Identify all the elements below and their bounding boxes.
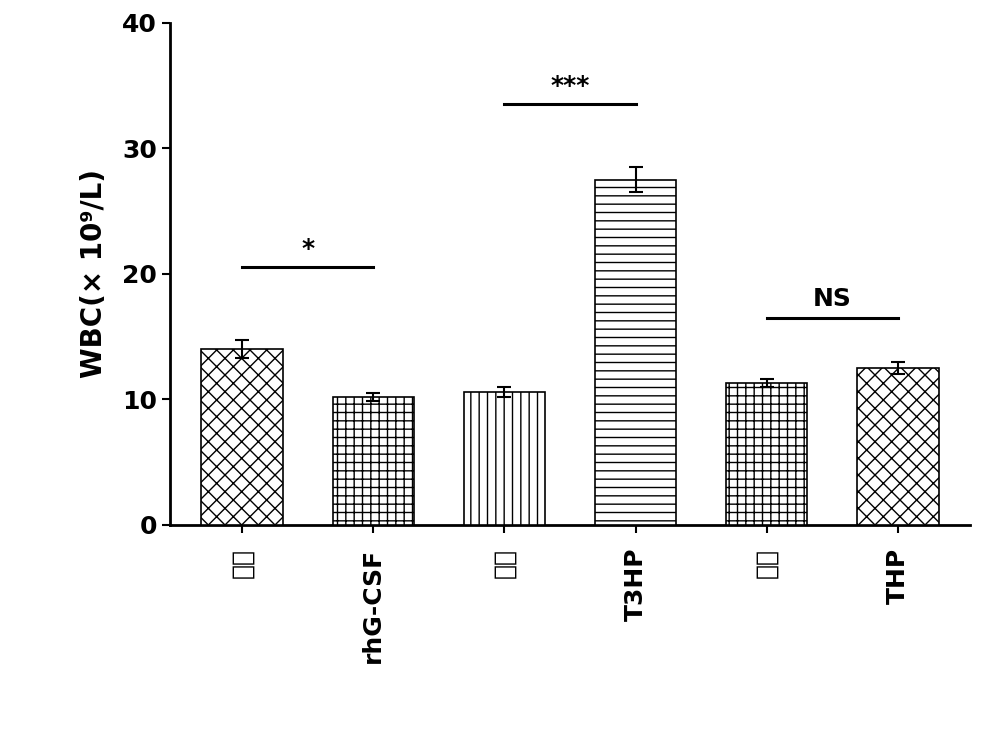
Text: ***: ***	[550, 74, 590, 98]
Text: *: *	[301, 237, 314, 261]
Bar	[857, 368, 939, 525]
Bar	[333, 397, 414, 525]
Text: NS: NS	[813, 287, 852, 311]
Text: 对照: 对照	[755, 548, 779, 578]
Bar	[726, 383, 807, 525]
Text: THP: THP	[886, 548, 910, 604]
Y-axis label: WBC(× 10⁹/L): WBC(× 10⁹/L)	[80, 170, 108, 378]
Text: rhG-CSF: rhG-CSF	[361, 548, 385, 663]
Bar	[464, 392, 545, 525]
Text: T3HP: T3HP	[624, 548, 648, 621]
Bar	[201, 350, 283, 525]
Text: 对照: 对照	[492, 548, 516, 578]
Bar	[595, 179, 676, 525]
Text: 对照: 对照	[230, 548, 254, 578]
